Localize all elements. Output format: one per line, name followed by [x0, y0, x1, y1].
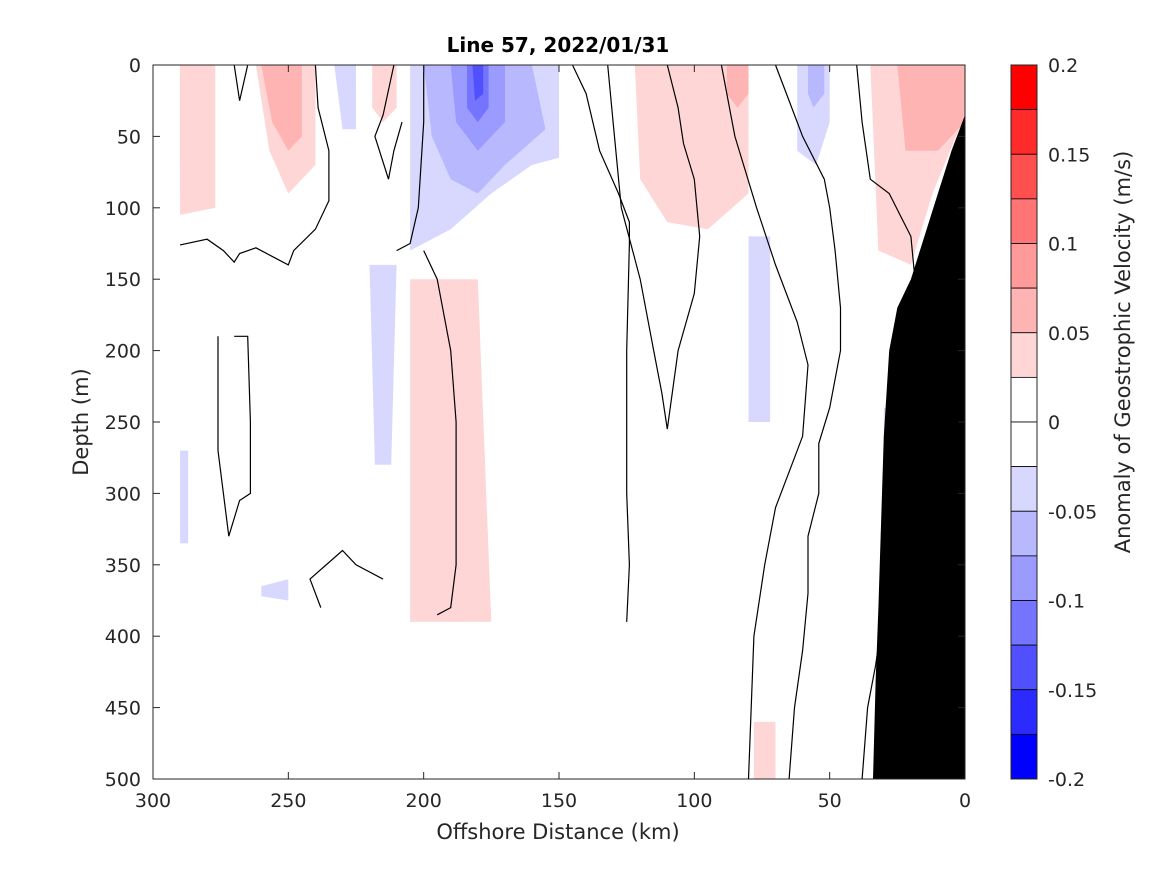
velocity-region-blue-pale-255: [261, 579, 289, 601]
y-tick-label: 300: [105, 483, 141, 505]
velocity-region-blue-pale-220: [369, 264, 397, 465]
seafloor-layer: [873, 115, 965, 779]
y-tick-label: 50: [117, 126, 141, 148]
colorbar-segment: [1010, 243, 1038, 289]
zero-contour-layer: [179, 64, 926, 780]
colorbar-tick-label: -0.2: [1048, 769, 1085, 791]
x-tick-label: 0: [959, 790, 971, 812]
velocity-region-red-light-255: [261, 65, 302, 151]
colorbar-segment: [1010, 689, 1038, 735]
velocity-region-blue-pale-285: [180, 450, 189, 544]
colorbar-tick-label: 0.15: [1048, 144, 1090, 166]
colorbar-axis: 0.2 0.15 0.1 0.05 0 -0.05 -0.1 -0.15 -0.2: [1048, 55, 1097, 791]
y-tick-label: 500: [105, 769, 141, 791]
x-tick-label: 100: [676, 790, 712, 812]
colorbar-segment: [1010, 64, 1038, 111]
colorbar-tick-label: 0: [1048, 412, 1060, 434]
y-tick-label: 100: [105, 198, 141, 220]
colorbar-segment: [1010, 376, 1038, 423]
colorbar-segment: [1010, 644, 1038, 691]
x-tick-label: 150: [541, 790, 577, 812]
colorbar-segment: [1010, 153, 1038, 200]
seafloor-mask: [873, 115, 965, 779]
colorbar-segment: [1010, 109, 1038, 155]
x-tick-label: 200: [406, 790, 442, 812]
colorbar-segment: [1010, 600, 1038, 646]
colorbar: [1010, 64, 1038, 780]
y-tick-label: 200: [105, 341, 141, 363]
y-tick-label: 350: [105, 555, 141, 577]
velocity-fill-layer: [180, 65, 965, 779]
velocity-region-red-pale-190: [410, 279, 492, 622]
colorbar-segment: [1010, 466, 1038, 512]
colorbar-segment: [1010, 555, 1038, 601]
colorbar-segment: [1010, 287, 1038, 334]
chart-title: Line 57, 2022/01/31: [447, 33, 670, 57]
zero-contour-3: [396, 65, 425, 252]
zero-contour-6: [423, 250, 457, 616]
colorbar-border: [1010, 64, 1038, 780]
x-tick-label: 250: [270, 790, 306, 812]
x-tick-label: 50: [818, 790, 842, 812]
x-axis-label: Offshore Distance (km): [436, 820, 679, 844]
colorbar-label: Anomaly of Geostrophic Velocity (m/s): [1111, 151, 1135, 554]
zero-contour-0: [233, 64, 249, 101]
x-tick-label: 300: [135, 790, 171, 812]
zero-contour-10: [774, 64, 842, 780]
colorbar-segment: [1010, 421, 1038, 468]
colorbar-tick-label: 0.2: [1048, 55, 1078, 77]
zero-contour-8: [309, 549, 384, 608]
colorbar-segment: [1010, 332, 1038, 378]
x-axis: 300 250 200 150 100 50 0: [135, 65, 971, 812]
y-tick-label: 250: [105, 412, 141, 434]
velocity-region-blue-pale-75: [748, 236, 771, 422]
colorbar-tick-label: -0.15: [1048, 680, 1097, 702]
velocity-region-blue-pale-230: [334, 65, 356, 130]
zero-contour-7: [217, 335, 251, 537]
zero-contour-4: [571, 64, 631, 622]
y-tick-label: 400: [105, 626, 141, 648]
y-axis: 0 50 100 150 200 250 300 350 400 450 500: [105, 55, 965, 791]
y-tick-label: 150: [105, 269, 141, 291]
colorbar-segment: [1010, 510, 1038, 557]
zero-contour-9: [720, 64, 809, 780]
plot-background: [153, 65, 965, 779]
zero-contour-1: [179, 64, 330, 266]
y-tick-label: 450: [105, 698, 141, 720]
zero-contour-5: [607, 64, 701, 430]
zero-contour-2: [374, 64, 403, 180]
colorbar-segment: [1010, 198, 1038, 244]
colorbar-tick-label: -0.1: [1048, 591, 1085, 613]
y-axis-label: Depth (m): [69, 368, 93, 475]
velocity-region-red-light-85: [726, 65, 749, 108]
y-tick-label: 0: [129, 55, 141, 77]
colorbar-tick-label: -0.05: [1048, 501, 1097, 523]
velocity-region-blue-light-55: [808, 65, 825, 108]
velocity-region-red-pale-75: [753, 721, 776, 779]
velocity-region-red-pale-100: [634, 65, 749, 230]
colorbar-tick-label: 0.05: [1048, 323, 1090, 345]
velocity-region-blue-core-180: [472, 65, 484, 101]
velocity-region-red-light-coast: [897, 65, 965, 151]
velocity-region-red-pale-288: [180, 65, 216, 215]
colorbar-segment: [1010, 733, 1038, 780]
plot-area: [152, 64, 966, 780]
colorbar-tick-label: 0.1: [1048, 234, 1078, 256]
